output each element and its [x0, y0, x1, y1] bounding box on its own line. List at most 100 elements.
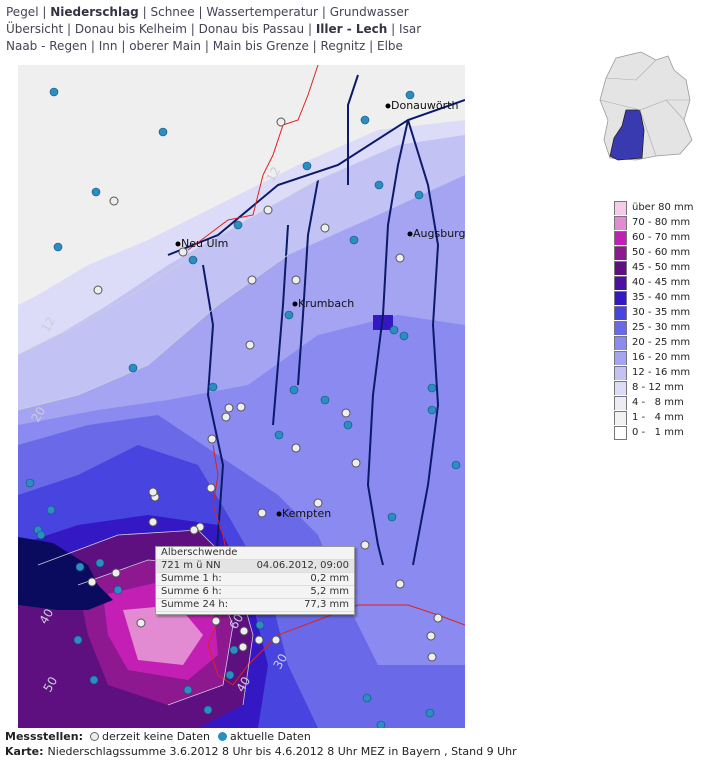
text: Niederschlagssumme 3.6.2012 8 Uhr bis 4.… [47, 745, 517, 758]
stations [25, 87, 461, 728]
nav-link[interactable]: Niederschlag [50, 5, 139, 19]
station-current [25, 478, 35, 488]
station-current [451, 460, 461, 470]
station-no-data [313, 498, 323, 508]
legend-swatch [614, 380, 627, 395]
station-no-data [109, 196, 119, 206]
legend: über 80 mm 70 - 80 mm 60 - 70 mm 50 - 60 mm… [614, 200, 694, 440]
legend-row: 60 - 70 mm [614, 230, 694, 245]
legend-row: 40 - 45 mm [614, 275, 694, 290]
icon-current [217, 732, 227, 741]
legend-row: 45 - 50 mm [614, 260, 694, 275]
nav-link[interactable]: Donau bis Kelheim [74, 22, 187, 36]
station-no-data [291, 275, 301, 285]
separator: | [90, 39, 95, 53]
station-current [188, 255, 198, 265]
station-no-data [351, 458, 361, 468]
station-no-data [254, 635, 264, 645]
nav-link[interactable]: Regnitz [320, 39, 366, 53]
station-current [183, 685, 193, 695]
nav-link[interactable]: Naab - Regen [6, 39, 88, 53]
row-value: 0,2 mm [310, 573, 349, 584]
station-no-data [238, 642, 248, 652]
legend-row: 50 - 60 mm [614, 245, 694, 260]
station-no-data [111, 568, 121, 578]
tooltip-row: Alberschwende [156, 547, 354, 560]
nav-link[interactable]: Schnee [150, 5, 195, 19]
legend-row: 70 - 80 mm [614, 215, 694, 230]
legend-swatch [614, 275, 627, 290]
nav-link[interactable]: Inn [98, 39, 118, 53]
legend-label: 50 - 60 mm [632, 247, 691, 258]
station-no-data [395, 579, 405, 589]
station-no-data [276, 117, 286, 127]
separator: | [142, 5, 147, 19]
legend-label: 35 - 40 mm [632, 292, 691, 303]
legend-label: 20 - 25 mm [632, 337, 691, 348]
text: aktuelle Daten [229, 730, 311, 743]
nav-link[interactable]: Wassertemperatur [206, 5, 318, 19]
nav-link[interactable]: Main bis Grenze [212, 39, 309, 53]
map-caption: Karte: Niederschlagssumme 3.6.2012 8 Uhr … [5, 744, 517, 759]
nav-link[interactable]: Iller - Lech [315, 22, 388, 36]
legend-swatch [614, 215, 627, 230]
legend-row: 30 - 35 mm [614, 305, 694, 320]
legend-swatch [614, 425, 627, 440]
nav-link[interactable]: Pegel [6, 5, 39, 19]
station-no-data [395, 253, 405, 263]
station-no-data [148, 487, 158, 497]
separator: | [190, 22, 195, 36]
footer: Messstellen: derzeit keine Daten aktuelle … [5, 729, 517, 759]
station-current [284, 310, 294, 320]
nav-link[interactable]: Grundwasser [329, 5, 409, 19]
lake [18, 537, 113, 610]
separator: | [321, 5, 326, 19]
station-current [376, 720, 386, 728]
legend-label: über 80 mm [632, 202, 694, 213]
station-no-data [263, 205, 273, 215]
separator: | [204, 39, 209, 53]
station-no-data [224, 403, 234, 413]
contour-label: 40 [36, 606, 56, 626]
legend-label: 60 - 70 mm [632, 232, 691, 243]
station-current [427, 383, 437, 393]
station-current [73, 635, 83, 645]
legend-swatch [614, 245, 627, 260]
station-no-data [245, 340, 255, 350]
place-marker [175, 241, 181, 247]
station-current [233, 220, 243, 230]
station-no-data [178, 247, 188, 257]
nav-link[interactable]: Isar [399, 22, 422, 36]
tooltip-row: Summe 6 h: 5,2 mm [156, 586, 354, 599]
separator: | [307, 22, 312, 36]
contour-label: 12 [263, 164, 283, 184]
legend-swatch [614, 350, 627, 365]
station-current [75, 562, 85, 572]
nav-link[interactable]: Übersicht [6, 22, 64, 36]
legend-swatch [614, 395, 627, 410]
station-current [255, 620, 265, 630]
station-no-data [207, 434, 217, 444]
station-current [405, 90, 415, 100]
station-current [389, 325, 399, 335]
station-no-data [211, 616, 221, 626]
nav-link[interactable]: Donau bis Passau [198, 22, 305, 36]
station-tooltip: Alberschwende 721 m ü NN 04.06.2012, 09:0… [155, 546, 355, 615]
nav-link[interactable]: oberer Main [129, 39, 201, 53]
station-current [414, 190, 424, 200]
separator: | [42, 5, 47, 19]
station-no-data [136, 618, 146, 628]
legend-label: 4 - 8 mm [632, 397, 684, 408]
contour-label: 60 [226, 611, 246, 631]
nav-link[interactable]: Elbe [376, 39, 403, 53]
legend-swatch [614, 200, 627, 215]
legend-label: 25 - 30 mm [632, 322, 691, 333]
legend-swatch [614, 305, 627, 320]
label: Karte: [5, 745, 44, 758]
station-current [387, 512, 397, 522]
station-no-data [433, 613, 443, 623]
legend-swatch [614, 410, 627, 425]
station-current [425, 708, 435, 718]
legend-label: 70 - 80 mm [632, 217, 691, 228]
